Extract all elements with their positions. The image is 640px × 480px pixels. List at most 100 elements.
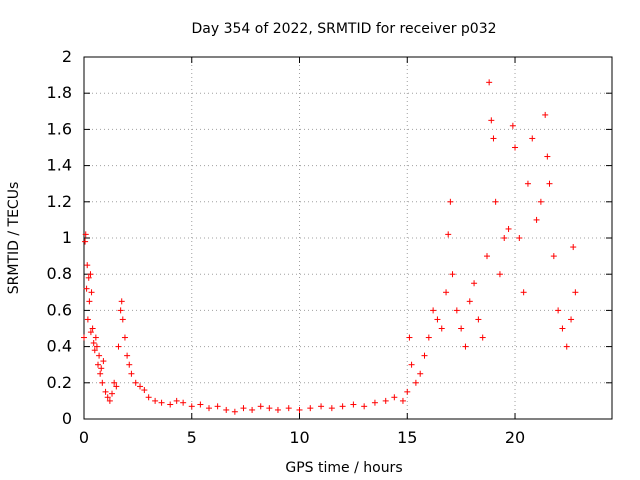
data-point [505, 225, 512, 232]
x-tick-label: 0 [79, 428, 89, 447]
data-point [84, 262, 91, 269]
y-tick-label: 1.6 [47, 119, 72, 138]
data-point [87, 329, 94, 336]
data-point [501, 235, 508, 241]
data-point [102, 388, 109, 395]
data-point [119, 316, 126, 323]
data-point [458, 325, 465, 332]
data-point [361, 403, 368, 410]
data-point [124, 352, 131, 359]
data-point [417, 370, 424, 377]
data-point [205, 405, 212, 412]
y-tick-label: 0.4 [47, 337, 72, 356]
y-tick-label: 0.8 [47, 264, 72, 283]
y-tick-label: 1 [62, 228, 72, 247]
data-point [399, 397, 406, 404]
data-point [371, 399, 378, 406]
data-point [137, 383, 144, 390]
data-point [484, 253, 491, 260]
data-point [104, 394, 111, 401]
data-point [85, 274, 92, 281]
data-point [555, 307, 562, 314]
data-point [83, 285, 90, 292]
data-point [87, 271, 94, 278]
data-point [274, 406, 281, 413]
data-point [520, 289, 527, 296]
y-tick-label: 2 [62, 47, 72, 66]
data-point [546, 180, 553, 187]
data-point [99, 379, 106, 386]
data-point [128, 370, 135, 377]
data-point [339, 403, 346, 410]
data-point [100, 358, 107, 365]
data-point [95, 361, 102, 368]
data-point [449, 271, 456, 278]
data-point [475, 316, 482, 323]
data-point [145, 394, 152, 401]
data-point [486, 79, 493, 86]
data-point [180, 399, 187, 406]
data-point [443, 289, 450, 296]
data-point [479, 334, 486, 341]
data-point [490, 135, 497, 142]
data-point [158, 399, 165, 406]
data-point [471, 280, 478, 287]
data-point [516, 235, 523, 241]
data-point [188, 403, 195, 410]
y-axis-label: SRMTID / TECUs [6, 182, 22, 295]
data-point [285, 405, 292, 412]
data-point [113, 383, 120, 390]
data-point [98, 365, 105, 372]
data-point [89, 325, 96, 332]
data-point [537, 198, 544, 205]
data-point [544, 153, 551, 160]
data-point [91, 347, 98, 354]
x-axis-label: GPS time / hours [285, 460, 402, 476]
data-point [307, 405, 314, 412]
data-points [81, 79, 579, 415]
data-point [126, 361, 133, 368]
data-point [115, 343, 122, 350]
data-point [223, 406, 230, 413]
data-point [430, 307, 437, 314]
data-point [382, 397, 389, 404]
data-point [509, 122, 516, 129]
data-point [84, 316, 91, 323]
data-point [249, 406, 256, 413]
data-point [404, 388, 411, 395]
axis-ticks: 0 5 10 15 20 0 0.2 0.4 0.6 0.8 1 1.2 1.4 1.6 1.8 2 [47, 47, 612, 447]
x-tick-label: 20 [505, 428, 525, 447]
data-point [111, 379, 118, 386]
y-tick-label: 1.4 [47, 156, 72, 175]
data-point [318, 403, 325, 410]
data-point [296, 406, 303, 413]
data-point [167, 401, 174, 408]
data-point [240, 405, 247, 412]
y-tick-label: 1.8 [47, 83, 72, 102]
x-tick-label: 5 [187, 428, 197, 447]
data-point [570, 244, 577, 251]
data-point [109, 390, 116, 397]
data-point [88, 289, 95, 296]
data-point [568, 316, 575, 323]
data-point [118, 298, 125, 305]
data-point [117, 307, 124, 314]
data-point [550, 253, 557, 260]
data-point [90, 339, 97, 346]
data-point [97, 370, 104, 377]
data-point [231, 408, 238, 415]
gridlines [84, 57, 612, 419]
y-tick-label: 1.2 [47, 192, 72, 211]
data-point [524, 180, 531, 187]
data-point [408, 361, 415, 368]
data-point [81, 334, 87, 341]
data-point [559, 325, 566, 332]
data-point [492, 198, 499, 205]
data-point [92, 334, 99, 341]
chart-title: Day 354 of 2022, SRMTID for receiver p03… [191, 21, 496, 37]
data-point [563, 343, 570, 350]
data-point [412, 379, 419, 386]
data-point [86, 298, 93, 305]
data-point [350, 401, 357, 408]
data-point [572, 289, 579, 296]
